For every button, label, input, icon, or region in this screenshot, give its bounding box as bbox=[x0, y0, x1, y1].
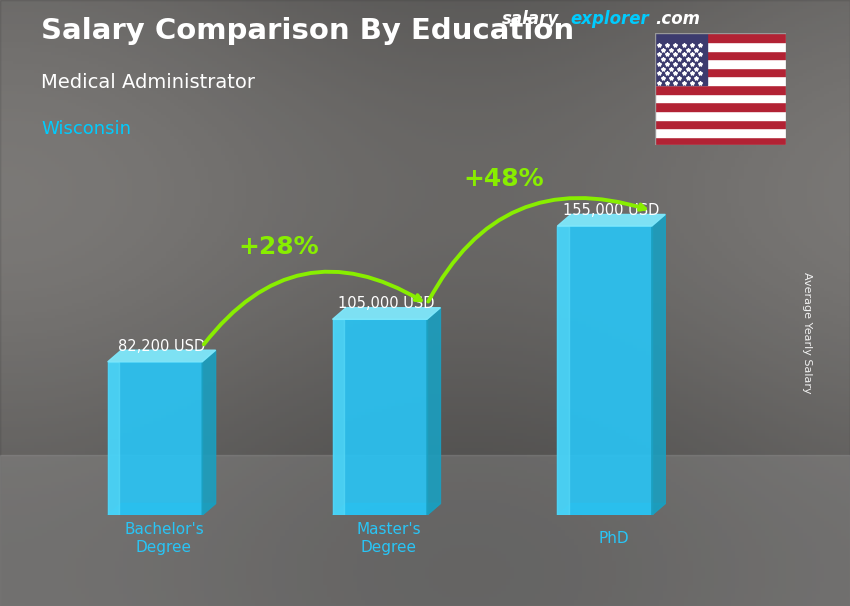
Text: Wisconsin: Wisconsin bbox=[41, 121, 131, 138]
Text: Medical Administrator: Medical Administrator bbox=[41, 73, 255, 92]
Polygon shape bbox=[202, 350, 216, 515]
Text: Salary Comparison By Education: Salary Comparison By Education bbox=[41, 17, 575, 45]
Bar bbox=[654, 59, 786, 68]
Polygon shape bbox=[108, 350, 216, 362]
Bar bbox=[108, 362, 202, 515]
Text: Average Yearly Salary: Average Yearly Salary bbox=[802, 273, 813, 394]
Bar bbox=[654, 137, 786, 145]
Polygon shape bbox=[427, 308, 440, 515]
Text: salary: salary bbox=[502, 10, 558, 28]
Bar bbox=[558, 226, 569, 515]
Polygon shape bbox=[332, 308, 440, 319]
Polygon shape bbox=[108, 504, 216, 515]
Bar bbox=[654, 128, 786, 137]
Text: explorer: explorer bbox=[570, 10, 649, 28]
Bar bbox=[654, 50, 786, 59]
Bar bbox=[332, 319, 344, 515]
Text: 82,200 USD: 82,200 USD bbox=[118, 339, 206, 354]
Text: Master's
Degree: Master's Degree bbox=[356, 522, 421, 554]
Text: +28%: +28% bbox=[238, 235, 319, 259]
Text: Bachelor's
Degree: Bachelor's Degree bbox=[124, 522, 204, 554]
Polygon shape bbox=[558, 504, 666, 515]
Bar bbox=[654, 94, 786, 102]
Bar bbox=[108, 362, 119, 515]
Bar bbox=[654, 33, 786, 42]
Bar bbox=[654, 76, 786, 85]
Bar bbox=[654, 33, 707, 85]
Bar bbox=[558, 226, 652, 515]
Text: .com: .com bbox=[654, 10, 700, 28]
Polygon shape bbox=[558, 215, 666, 226]
Text: +48%: +48% bbox=[463, 167, 544, 191]
Bar bbox=[654, 85, 786, 94]
Bar bbox=[654, 42, 786, 50]
Bar bbox=[332, 319, 427, 515]
Polygon shape bbox=[332, 504, 440, 515]
Bar bbox=[0, 454, 850, 606]
Text: PhD: PhD bbox=[598, 531, 629, 546]
Bar bbox=[654, 119, 786, 128]
Text: 105,000 USD: 105,000 USD bbox=[338, 296, 434, 311]
Bar bbox=[654, 102, 786, 111]
Polygon shape bbox=[652, 215, 666, 515]
Bar bbox=[654, 68, 786, 76]
Text: 155,000 USD: 155,000 USD bbox=[564, 203, 660, 218]
Bar bbox=[654, 111, 786, 119]
